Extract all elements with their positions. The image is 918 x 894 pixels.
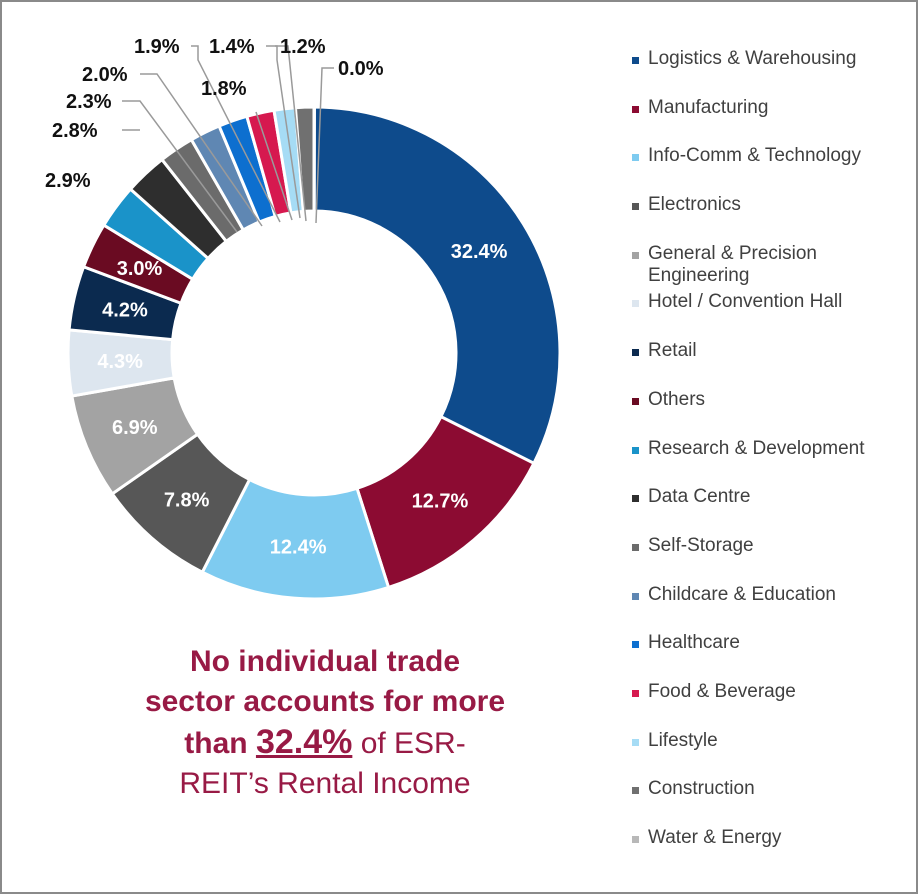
outside-value-labels: 2.9% 2.8% 2.3% 2.0% 1.9% 1.8% 1.4% 1.2% 0.0% — [45, 36, 384, 192]
legend-item-research-and-development: Research & Development — [632, 438, 902, 487]
value-label-construction: 1.2% — [280, 36, 326, 58]
legend-swatch-childcare-and-education — [632, 592, 639, 600]
leader-lines — [122, 45, 334, 233]
leader-line-food-and-beverage — [255, 111, 293, 221]
legend-item-childcare-and-education: Childcare & Education — [632, 584, 902, 633]
legend-swatch-research-and-development — [632, 446, 639, 454]
leader-line-lifestyle — [266, 45, 301, 219]
caption-highlight-value: 32.4% — [255, 723, 353, 761]
legend-item-construction: Construction — [632, 778, 902, 827]
value-label-research-and-development: 2.9% — [45, 170, 91, 192]
legend-swatch-hotel-convention-hall — [632, 300, 639, 308]
value-label-food-and-beverage: 1.8% — [201, 78, 247, 100]
caption-suffix: of ESR- — [360, 727, 466, 760]
legend-swatch-others — [632, 397, 639, 405]
legend-swatch-data-centre — [632, 495, 639, 503]
legend-label-childcare-and-education: Childcare & Education — [648, 583, 836, 605]
caption-line-1: No individual trade — [189, 645, 461, 678]
legend-swatch-water-and-energy — [632, 836, 639, 843]
value-label-water-and-energy: 0.0% — [338, 58, 384, 80]
legend-label-food-and-beverage: Food & Beverage — [648, 680, 796, 702]
caption-line-4: REIT’s Rental Income — [179, 767, 471, 800]
caption-prefix: than — [184, 727, 248, 760]
value-label-general-and-precision-engineering: 6.9% — [112, 417, 158, 439]
value-label-hotel-convention-hall: 4.3% — [97, 351, 143, 373]
legend-label-water-and-energy: Water & Energy — [648, 827, 782, 848]
legend-item-hotel-convention-hall: Hotel / Convention Hall — [632, 291, 902, 340]
legend-item-others: Others — [632, 389, 902, 438]
legend-label-research-and-development: Research & Development — [648, 437, 865, 459]
leader-line-healthcare — [191, 45, 281, 223]
leader-line-construction — [275, 45, 307, 222]
value-label-healthcare: 1.9% — [134, 36, 180, 58]
legend-swatch-logistics-and-warehousing — [632, 57, 639, 64]
value-label-data-centre: 2.8% — [52, 120, 98, 142]
slice-logistics-and-warehousing — [312, 105, 562, 466]
legend-swatch-info-comm-and-technology — [632, 154, 639, 162]
legend-item-info-comm-and-technology: Info-Comm & Technology — [632, 145, 902, 194]
legend-label-healthcare: Healthcare — [648, 632, 740, 654]
value-label-lifestyle: 1.4% — [209, 36, 255, 58]
value-label-retail: 4.2% — [102, 299, 148, 321]
legend-item-logistics-and-warehousing: Logistics & Warehousing — [632, 48, 902, 97]
legend-label-electronics: Electronics — [648, 194, 741, 216]
legend-swatch-construction — [632, 787, 639, 795]
legend-item-water-and-energy: Water & Energy — [632, 827, 902, 876]
value-label-manufacturing: 12.7% — [412, 491, 469, 513]
chart-caption: No individual trade sector accounts for … — [90, 642, 560, 804]
legend-swatch-self-storage — [632, 543, 639, 551]
legend-item-food-and-beverage: Food & Beverage — [632, 681, 902, 730]
legend-swatch-healthcare — [632, 641, 639, 649]
legend-item-general-and-precision-engineering: General & Precision Engineering — [632, 243, 902, 292]
legend-item-healthcare: Healthcare — [632, 632, 902, 681]
value-label-info-comm-and-technology: 12.4% — [270, 536, 327, 558]
legend-label-construction: Construction — [648, 778, 755, 800]
legend-item-retail: Retail — [632, 340, 902, 389]
value-label-electronics: 7.8% — [164, 489, 210, 511]
caption-line-2: sector accounts for more — [144, 685, 506, 718]
legend-label-logistics-and-warehousing: Logistics & Warehousing — [648, 48, 857, 69]
legend-swatch-retail — [632, 349, 639, 357]
leader-line-childcare-and-education — [140, 73, 263, 227]
slice-value-labels: 32.4% 12.7% 12.4% 7.8% 6.9% 4.3% 4.2% 3.0% — [97, 241, 507, 558]
legend-label-hotel-convention-hall: Hotel / Convention Hall — [648, 291, 843, 313]
caption-line-3: than 32.4% of ESR- — [90, 722, 560, 764]
legend-swatch-food-and-beverage — [632, 689, 639, 697]
legend-label-info-comm-and-technology: Info-Comm & Technology — [648, 145, 861, 167]
legend-item-data-centre: Data Centre — [632, 486, 902, 535]
legend-swatch-electronics — [632, 203, 639, 211]
chart-legend: Logistics & Warehousing Manufacturing Info… — [632, 48, 902, 876]
donut-slices — [66, 105, 562, 601]
leader-line-water-and-energy — [315, 67, 334, 224]
legend-item-manufacturing: Manufacturing — [632, 97, 902, 146]
leader-line-self-storage — [122, 100, 238, 233]
value-label-self-storage: 2.3% — [66, 91, 112, 113]
legend-label-lifestyle: Lifestyle — [648, 729, 718, 751]
value-label-logistics-and-warehousing: 32.4% — [451, 241, 508, 263]
legend-label-data-centre: Data Centre — [648, 486, 751, 508]
value-label-others: 3.0% — [117, 258, 163, 280]
legend-label-others: Others — [648, 388, 706, 410]
legend-label-self-storage: Self-Storage — [648, 534, 754, 556]
legend-label-general-and-precision-engineering: General & Precision Engineering — [648, 242, 817, 286]
legend-item-lifestyle: Lifestyle — [632, 730, 902, 779]
legend-swatch-lifestyle — [632, 738, 639, 746]
legend-item-electronics: Electronics — [632, 194, 902, 243]
legend-swatch-manufacturing — [632, 105, 639, 113]
legend-label-manufacturing: Manufacturing — [648, 96, 769, 118]
legend-swatch-general-and-precision-engineering — [632, 251, 639, 259]
value-label-childcare-and-education: 2.0% — [82, 64, 128, 86]
legend-item-self-storage: Self-Storage — [632, 535, 902, 584]
legend-label-retail: Retail — [648, 340, 697, 362]
